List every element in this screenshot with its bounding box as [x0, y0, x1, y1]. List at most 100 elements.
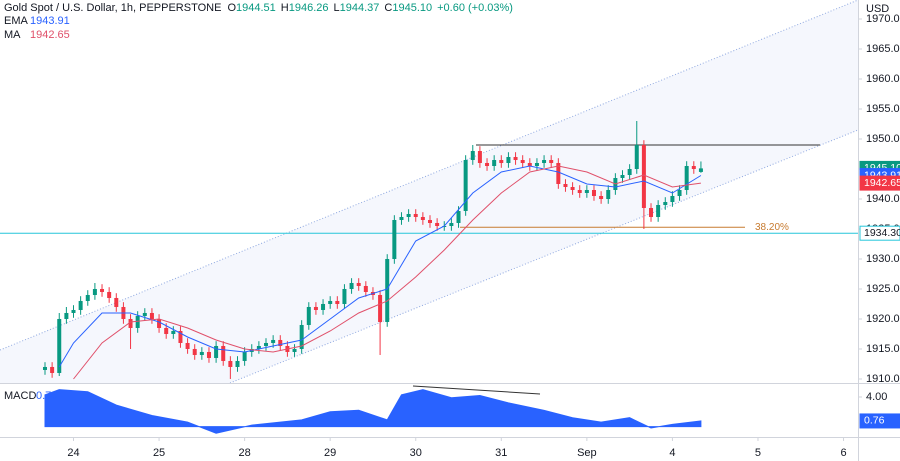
y-tick-label: 1910.00 [866, 373, 900, 385]
candle-body [171, 330, 176, 334]
candle-body [456, 210, 461, 223]
candle-body [435, 222, 440, 226]
candle-body [556, 163, 561, 185]
candle-body [313, 306, 318, 310]
y-tick-label: 1915.00 [866, 343, 900, 355]
ohlc-c: 1945.10 [392, 2, 432, 14]
ema-value: 1943.91 [30, 15, 70, 27]
candle-body [378, 294, 383, 322]
candle-body [228, 360, 233, 367]
candle-body [178, 330, 183, 343]
candle-body [349, 282, 354, 289]
candle-body [164, 327, 169, 334]
x-tick-label: 25 [153, 447, 165, 459]
candle-body [235, 360, 240, 367]
candle-body [92, 288, 97, 295]
candle-body [477, 151, 482, 164]
candle-body [591, 190, 596, 196]
candle-body [656, 204, 661, 217]
candle-body [449, 222, 454, 226]
candle-body [242, 351, 247, 361]
candle-body [577, 190, 582, 193]
chart-title: Gold Spot / U.S. Dollar, 1h, PEPPERSTONE [4, 2, 221, 14]
candle-body [513, 157, 518, 161]
candle-body [427, 219, 432, 223]
candle-body [698, 168, 703, 172]
candle-body [534, 163, 539, 167]
candle-body [420, 216, 425, 220]
candle-body [392, 219, 397, 259]
channel-fill [0, 0, 858, 383]
candle-body [634, 145, 639, 170]
candle-body [114, 297, 119, 307]
fib-label: 38.20% [755, 222, 789, 233]
y-tick-label: 1970.00 [866, 13, 900, 25]
candle-body [584, 190, 589, 193]
candle-body [385, 258, 390, 322]
channel-lower [229, 129, 859, 384]
macd-area [44, 389, 702, 434]
candle-body [499, 160, 504, 164]
y-tick-label: 1920.00 [866, 313, 900, 325]
macd-y-tick-label: 4.00 [866, 391, 887, 403]
ma-value: 1942.65 [30, 29, 70, 41]
candle-body [599, 195, 604, 199]
ema-name: EMA [4, 15, 29, 27]
macd-last-label: 0.76 [864, 415, 885, 427]
candle-body [192, 348, 197, 355]
candle-body [520, 160, 525, 164]
y-tick-label: 1960.00 [866, 73, 900, 85]
candle-body [271, 339, 276, 343]
x-tick-label: Sep [577, 447, 597, 459]
candle-body [221, 345, 226, 361]
candle-body [107, 291, 112, 298]
candle-body [57, 318, 62, 373]
candle-body [463, 160, 468, 211]
candle-body [506, 157, 511, 164]
level-label-box [859, 225, 900, 241]
candle-body [527, 163, 532, 167]
candle-body [627, 169, 632, 176]
line-series [73, 165, 701, 380]
divergence-line [412, 385, 541, 395]
candle-body [264, 342, 269, 346]
x-tick-label: 5 [755, 447, 761, 459]
candle-body [342, 288, 347, 304]
candle-body [470, 151, 475, 161]
candle-body [256, 345, 261, 349]
candle-body [542, 160, 547, 164]
candle-body [413, 213, 418, 217]
ohlc-l: 1944.37 [340, 2, 380, 14]
candle-body [306, 306, 311, 325]
x-tick-label: 24 [67, 447, 79, 459]
x-tick-label: 31 [495, 447, 507, 459]
ohlc-c-label: C [384, 2, 392, 14]
candle-body [64, 312, 69, 319]
candle-body [85, 294, 90, 301]
y-tick-label: 1930.00 [866, 253, 900, 265]
macd-name: MACD [4, 390, 36, 402]
macd-last-label-box [859, 413, 900, 429]
candle-body [328, 300, 333, 304]
price-label-box [859, 175, 900, 191]
candle-body [142, 312, 147, 316]
candle-body [50, 366, 55, 373]
candle-body [214, 345, 219, 358]
candle-body [549, 160, 554, 164]
candle-body [406, 213, 411, 217]
x-tick-label: 4 [669, 447, 675, 459]
y-tick-label: 1950.00 [866, 133, 900, 145]
line-series [58, 165, 702, 368]
candle-body [128, 318, 133, 328]
candle-body [641, 145, 646, 208]
currency: USD [866, 3, 889, 15]
ohlc-o: 1944.51 [236, 2, 276, 14]
candle-body [299, 324, 304, 349]
candle-body [570, 187, 575, 191]
candle-body [71, 309, 76, 313]
y-tick-label: 1965.00 [866, 43, 900, 55]
y-tick-label: 1955.00 [866, 103, 900, 115]
candle-body [663, 201, 668, 205]
candle-body [492, 160, 497, 167]
